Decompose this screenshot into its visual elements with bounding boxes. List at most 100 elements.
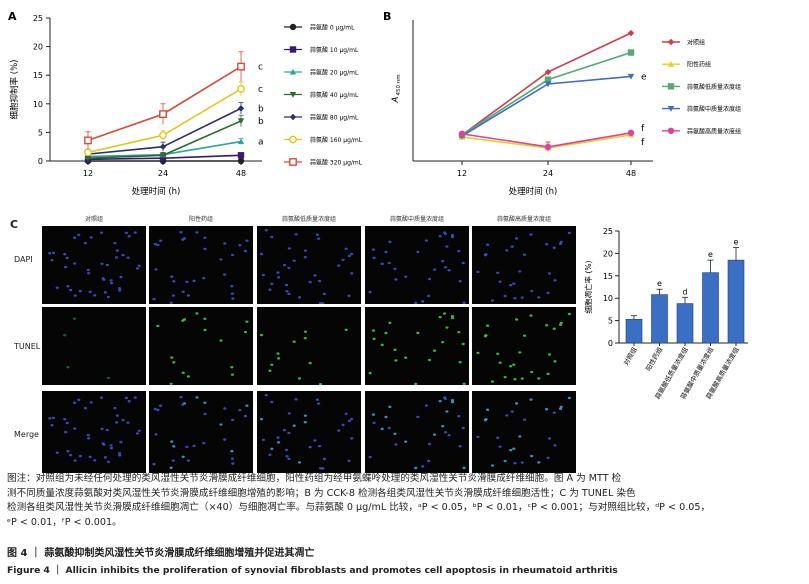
panel-c-label: C	[10, 218, 19, 231]
cell-nucleus	[388, 321, 392, 325]
cell-nucleus	[432, 349, 437, 352]
cell-nucleus	[447, 269, 451, 272]
cell-nucleus	[105, 263, 109, 267]
cell-nucleus	[518, 435, 522, 438]
footnote-line-3: 检测各组类风湿性关节炎滑膜成纤维细胞凋亡（×40）与细胞凋亡率。与蒜氨酸 0 μ…	[7, 502, 711, 513]
cell-nucleus	[117, 452, 122, 455]
cell-nucleus	[106, 295, 110, 299]
cell-nucleus	[518, 270, 522, 273]
bar	[676, 303, 694, 344]
cell-nucleus	[77, 233, 81, 237]
cell-nucleus	[270, 282, 274, 285]
cell-nucleus	[245, 404, 249, 407]
cell-nucleus	[89, 236, 93, 239]
cell-nucleus	[529, 398, 533, 401]
cell-nucleus	[344, 247, 348, 250]
y-axis-title-subscript: 450 nm	[396, 74, 402, 95]
cell-nucleus	[195, 231, 199, 234]
cell-nucleus	[86, 433, 90, 437]
cell-nucleus	[441, 424, 445, 428]
cell-nucleus	[318, 444, 322, 448]
cell-nucleus	[284, 283, 289, 287]
cell-nucleus	[537, 296, 541, 299]
cell-nucleus	[186, 459, 190, 462]
legend-label: 蒜氨酸中质量浓度组	[687, 105, 741, 113]
cell-nucleus	[292, 259, 296, 262]
cell-nucleus	[270, 235, 274, 239]
cell-nucleus	[458, 280, 462, 283]
cell-nucleus	[520, 461, 524, 464]
data-point	[544, 81, 552, 88]
cell-nucleus	[537, 377, 541, 380]
cell-nucleus	[121, 253, 125, 257]
cell-nucleus	[268, 453, 272, 456]
cell-nucleus	[259, 252, 264, 256]
cell-nucleus	[438, 234, 442, 238]
cell-nucleus	[462, 466, 466, 470]
cell-nucleus	[172, 445, 176, 448]
cell-nucleus	[105, 428, 109, 432]
cell-nucleus	[230, 285, 234, 288]
cell-nucleus	[119, 275, 123, 279]
cell-nucleus	[186, 294, 190, 297]
cell-nucleus	[203, 412, 207, 416]
cell-nucleus	[78, 454, 82, 458]
cell-nucleus	[457, 330, 461, 334]
y-tick-label: 10	[603, 294, 613, 303]
footnote-line-1: 图注：对照组为未经任何处理的类风湿性关节炎滑膜成纤维细胞，阳性药组为经甲氨蝶呤处…	[7, 473, 622, 484]
micrograph-background	[257, 307, 361, 385]
panel-a-label: A	[8, 10, 17, 23]
micrograph-background	[257, 391, 361, 473]
micrograph-background	[149, 226, 253, 304]
cell-nucleus	[318, 467, 323, 470]
cell-nucleus	[276, 271, 280, 274]
cell-nucleus	[156, 243, 160, 247]
cell-nucleus	[553, 360, 557, 363]
cell-nucleus	[297, 461, 302, 464]
cell-nucleus	[203, 247, 207, 251]
cell-nucleus	[450, 234, 455, 237]
cell-nucleus	[384, 415, 388, 419]
cell-nucleus	[294, 398, 298, 401]
cell-nucleus	[486, 324, 490, 327]
cell-nucleus	[445, 245, 449, 248]
data-point	[237, 138, 245, 145]
cell-nucleus	[86, 268, 90, 272]
cell-nucleus	[51, 416, 56, 420]
cell-nucleus	[498, 445, 502, 448]
cell-nucleus	[294, 233, 298, 236]
cell-nucleus	[292, 424, 296, 427]
micrograph-tunel	[365, 307, 469, 385]
cell-nucleus	[158, 404, 163, 407]
cell-nucleus	[133, 231, 137, 234]
cell-nucleus	[171, 459, 175, 462]
cell-nucleus	[558, 242, 563, 245]
cell-nucleus	[496, 436, 500, 440]
cell-nucleus	[388, 240, 392, 244]
cell-nucleus	[380, 262, 384, 266]
cell-nucleus	[567, 231, 571, 235]
cell-nucleus	[315, 233, 320, 236]
cell-nucleus	[515, 318, 519, 321]
cell-nucleus	[509, 365, 513, 368]
micrograph-dapi	[257, 226, 361, 304]
data-point	[627, 129, 635, 136]
cell-nucleus	[442, 312, 447, 315]
cell-nucleus	[450, 235, 455, 239]
cell-nucleus	[297, 296, 302, 299]
cell-nucleus	[432, 433, 437, 436]
cell-nucleus	[349, 252, 354, 256]
series-line	[461, 51, 632, 136]
cell-nucleus	[552, 411, 556, 414]
legend-marker	[667, 83, 675, 90]
cell-nucleus	[457, 414, 461, 418]
cell-nucleus	[72, 317, 77, 320]
x-tick-label: 24	[158, 169, 168, 178]
cell-nucleus	[268, 369, 272, 372]
cell-nucleus	[441, 340, 445, 344]
cell-nucleus	[135, 267, 140, 270]
cell-nucleus	[48, 252, 52, 255]
cell-nucleus	[515, 402, 519, 405]
cell-nucleus	[416, 415, 420, 419]
cell-nucleus	[432, 268, 437, 271]
